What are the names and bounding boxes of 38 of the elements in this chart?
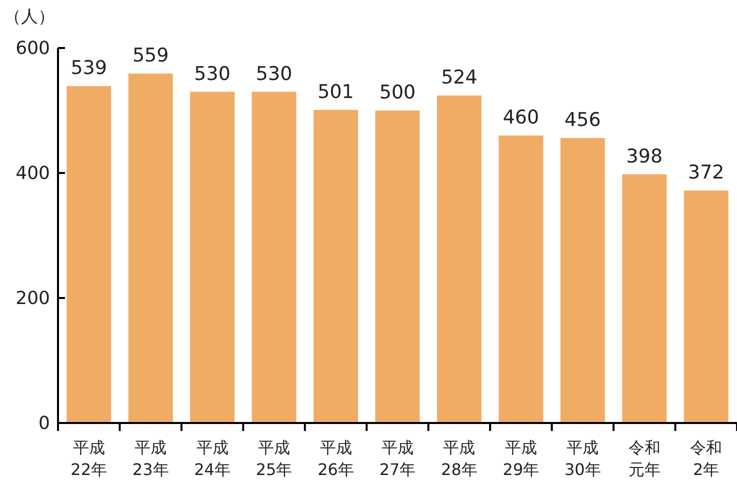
bar	[66, 86, 112, 423]
bar	[560, 138, 605, 423]
data-label: 524	[441, 66, 478, 88]
x-tick-label: 平成29年	[502, 438, 540, 479]
x-tick-label: 平成26年	[318, 438, 354, 479]
bar	[375, 110, 420, 423]
x-tick-label: 令和元年	[628, 438, 660, 479]
x-tick-label: 平成24年	[194, 438, 230, 479]
data-label: 559	[132, 44, 169, 67]
x-tick-label: 平成27年	[379, 438, 416, 479]
data-label: 500	[379, 82, 416, 104]
x-tick-label: 平成28年	[441, 438, 478, 479]
bar	[684, 190, 728, 423]
y-tick-label: 0	[38, 413, 50, 434]
data-label: 456	[564, 109, 601, 131]
bar	[128, 74, 173, 423]
data-label: 398	[626, 145, 663, 168]
bar	[498, 136, 544, 423]
x-tick-label: 平成25年	[256, 438, 292, 479]
x-tick-label: 平成30年	[564, 438, 601, 479]
bar	[190, 92, 235, 423]
bar	[314, 110, 358, 423]
data-label: 501	[318, 80, 354, 103]
data-label: 460	[502, 106, 540, 128]
x-tick-label: 平成22年	[70, 438, 108, 479]
data-label: 530	[256, 62, 292, 85]
data-label: 539	[70, 57, 107, 80]
y-tick-label: 600	[16, 38, 50, 59]
y-tick-label: 200	[16, 288, 50, 309]
bar	[252, 92, 296, 423]
y-axis-title: （人）	[4, 7, 55, 27]
bar	[622, 174, 667, 423]
y-tick-label: 400	[16, 163, 50, 184]
data-label: 372	[688, 162, 724, 184]
bar	[437, 96, 482, 423]
x-tick-label: 平成23年	[132, 438, 169, 479]
data-label: 530	[194, 62, 230, 85]
x-tick-label: 令和2年	[690, 438, 722, 479]
